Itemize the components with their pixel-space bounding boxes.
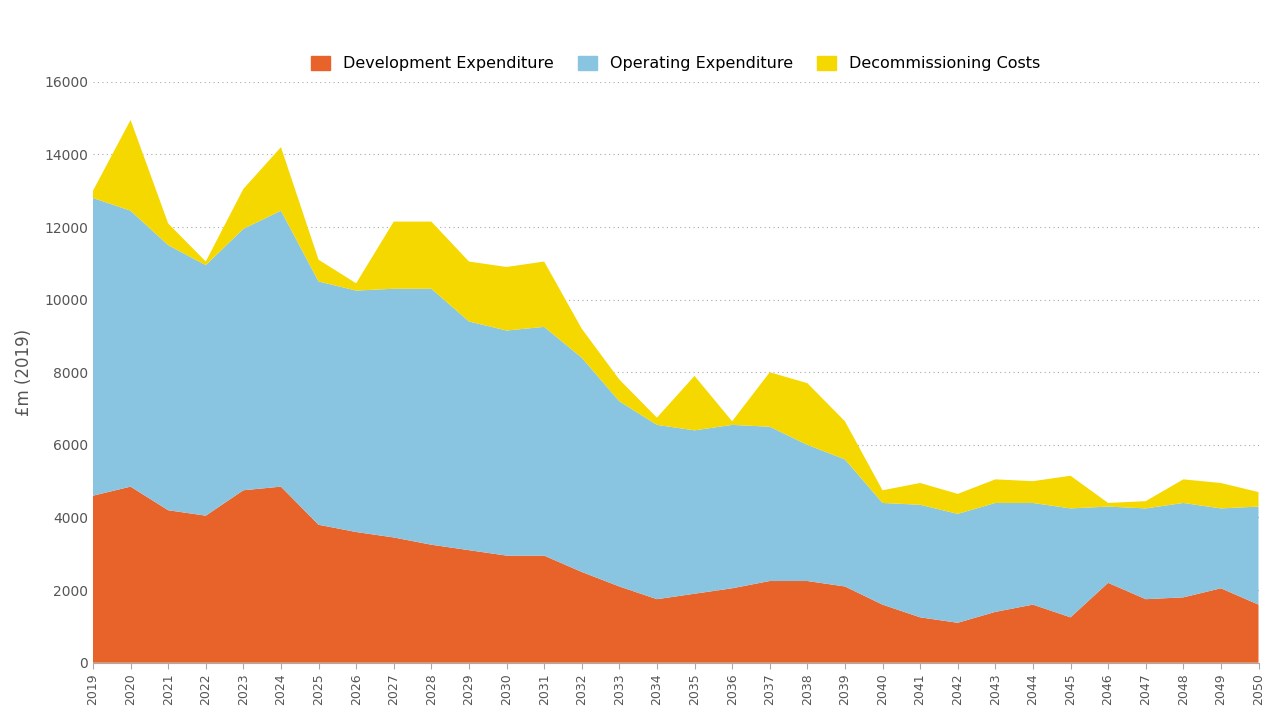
Y-axis label: £m (2019): £m (2019)	[15, 329, 33, 416]
Legend: Development Expenditure, Operating Expenditure, Decommissioning Costs: Development Expenditure, Operating Expen…	[305, 49, 1047, 78]
